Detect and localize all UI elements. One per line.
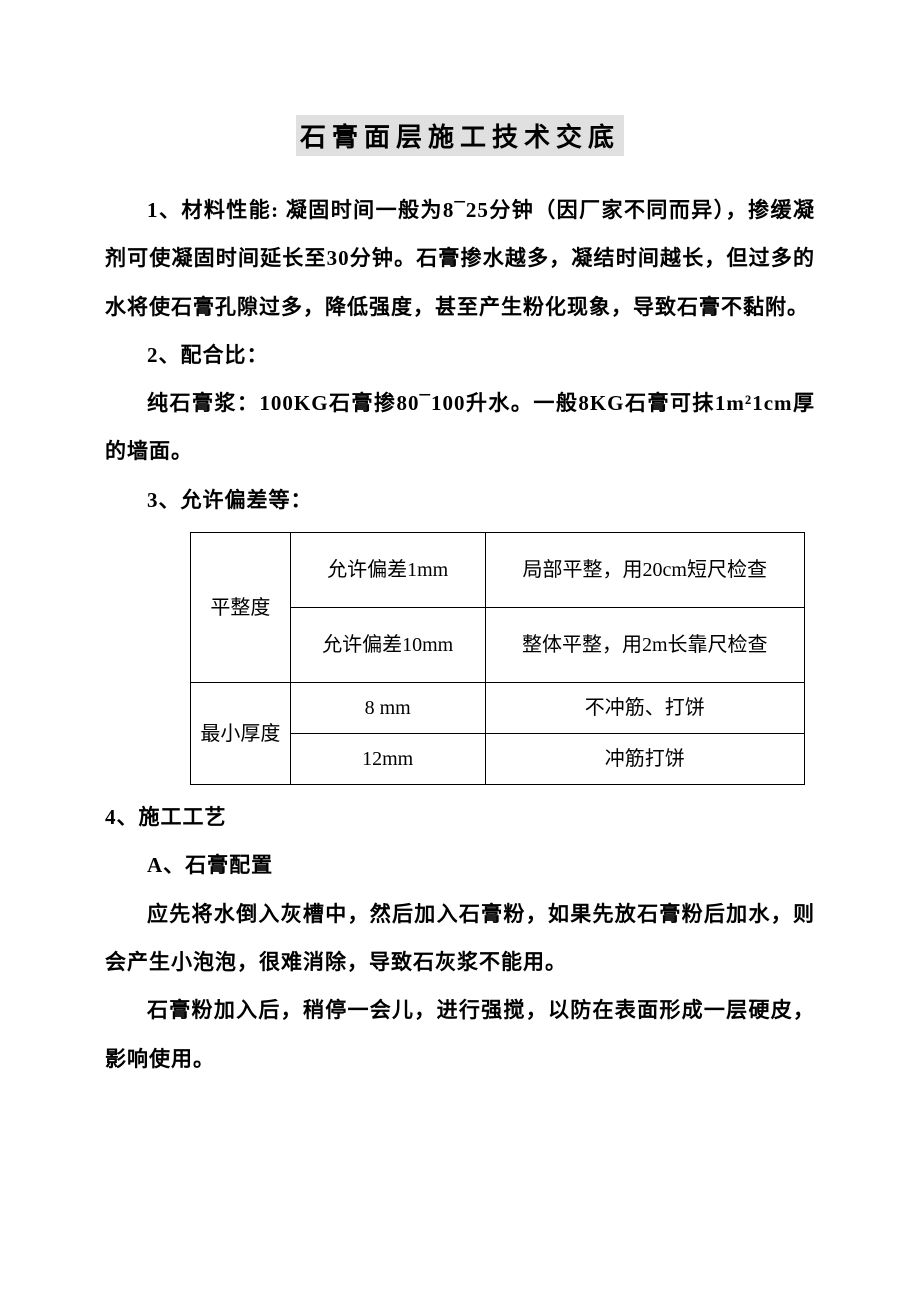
- cell-flatness-label: 平整度: [191, 533, 291, 683]
- cell-tolerance-10mm: 允许偏差10mm: [290, 608, 485, 683]
- cell-check-20cm: 局部平整，用20cm短尺检查: [485, 533, 804, 608]
- section-2-body: 纯石膏浆：100KG石膏掺80¯100升水。一般8KG石膏可抹1m²1cm厚的墙…: [105, 379, 815, 476]
- section-4-heading: 4、施工工艺: [105, 793, 815, 841]
- cell-8mm: 8 mm: [290, 683, 485, 734]
- section-1-material: 1、材料性能: 凝固时间一般为8¯25分钟（因厂家不同而异），掺缓凝剂可使凝固时…: [105, 186, 815, 331]
- cell-12mm: 12mm: [290, 734, 485, 785]
- section-2-heading: 2、配合比：: [105, 331, 815, 379]
- cell-screed: 冲筋打饼: [485, 734, 804, 785]
- section-4-a-heading: A、石膏配置: [105, 841, 815, 889]
- tolerance-table: 平整度 允许偏差1mm 局部平整，用20cm短尺检查 允许偏差10mm 整体平整…: [190, 532, 805, 785]
- section-4-p1: 应先将水倒入灰槽中，然后加入石膏粉，如果先放石膏粉后加水，则会产生小泡泡，很难消…: [105, 890, 815, 987]
- cell-no-screed: 不冲筋、打饼: [485, 683, 804, 734]
- section-3-heading: 3、允许偏差等：: [105, 476, 815, 524]
- section-4-p2: 石膏粉加入后，稍停一会儿，进行强搅，以防在表面形成一层硬皮，影响使用。: [105, 986, 815, 1083]
- document-title: 石膏面层施工技术交底: [296, 115, 624, 156]
- cell-thickness-label: 最小厚度: [191, 683, 291, 785]
- table-row: 平整度 允许偏差1mm 局部平整，用20cm短尺检查: [191, 533, 805, 608]
- table-row: 最小厚度 8 mm 不冲筋、打饼: [191, 683, 805, 734]
- title-container: 石膏面层施工技术交底: [105, 115, 815, 186]
- cell-tolerance-1mm: 允许偏差1mm: [290, 533, 485, 608]
- cell-check-2m: 整体平整，用2m长靠尺检查: [485, 608, 804, 683]
